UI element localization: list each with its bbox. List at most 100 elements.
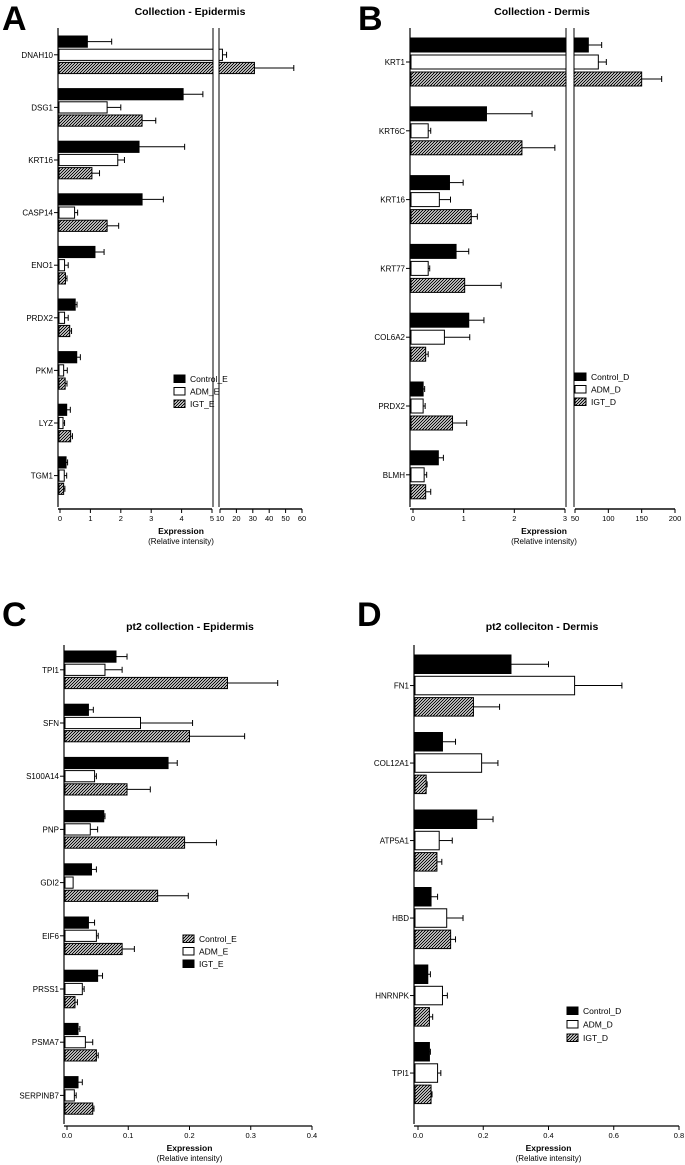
x-tick-label: 40 xyxy=(265,514,273,523)
bar-igt-e xyxy=(64,1022,79,1036)
x-tick-label: 0.4 xyxy=(543,1131,553,1140)
legend-label: IGT_D xyxy=(591,397,616,407)
legend-label: ADM_D xyxy=(583,1020,613,1030)
chart-title: pt2 colleciton - Dermis xyxy=(486,621,599,633)
category-label: PRSS1 xyxy=(33,985,60,994)
bar-control-d xyxy=(414,1042,430,1062)
x-tick-label: 2 xyxy=(512,514,516,523)
bar-adm-e xyxy=(58,153,119,167)
x-axis-label: Expression xyxy=(158,526,204,536)
bar-adm-e xyxy=(64,982,83,996)
bar-control-e xyxy=(64,996,76,1009)
bar-adm-e xyxy=(64,876,74,889)
bar-igt-e xyxy=(58,167,93,180)
bar-control-d xyxy=(410,175,450,191)
category-label: FN1 xyxy=(394,682,410,691)
bar-adm-d xyxy=(410,192,440,208)
legend-swatch xyxy=(182,947,195,956)
bar-adm-e xyxy=(64,929,97,942)
bar-adm-d xyxy=(414,830,440,851)
category-label: PRDX2 xyxy=(378,402,405,411)
bar-control-d xyxy=(410,243,457,259)
category-label: GDI2 xyxy=(40,879,59,888)
bar-adm-d xyxy=(410,398,424,414)
legend-label: Control_E xyxy=(199,934,237,944)
category-label: TPI1 xyxy=(392,1069,409,1078)
bar-control-e xyxy=(58,35,88,48)
bar-igt-e xyxy=(64,703,89,716)
bar-igt-e xyxy=(64,1076,79,1089)
bar-igt-d xyxy=(414,697,474,717)
legend-swatch xyxy=(173,387,186,396)
x-tick-label: 0.2 xyxy=(478,1131,488,1140)
x-tick-label: 0.8 xyxy=(674,1131,684,1140)
bar-control-e xyxy=(58,193,143,206)
category-label: ENO1 xyxy=(31,261,53,270)
chart-title: Collection - Epidermis xyxy=(135,6,246,18)
bar-adm-e xyxy=(64,770,96,783)
bar-control-e xyxy=(64,676,228,690)
legend-swatch xyxy=(182,959,195,968)
legend-swatch xyxy=(182,934,195,943)
category-label: KRT16 xyxy=(28,156,53,165)
bar-igt-d xyxy=(414,1007,430,1027)
bar-adm-e xyxy=(64,1089,75,1102)
x-tick-label: 30 xyxy=(249,514,257,523)
x-tick-label: 0.6 xyxy=(609,1131,619,1140)
bar-igt-d xyxy=(410,484,427,500)
bar-igt-d xyxy=(410,209,472,225)
bar-adm-d xyxy=(414,675,576,696)
bar-igt-e xyxy=(64,810,105,823)
bar-control-d xyxy=(414,887,432,907)
x-tick-label: 150 xyxy=(635,514,648,523)
legend-swatch xyxy=(566,1020,579,1029)
bar-control-e xyxy=(64,889,159,902)
bar-adm-d xyxy=(410,260,429,276)
bar-control-e xyxy=(58,88,184,101)
legend-label: ADM_E xyxy=(199,947,229,957)
category-label: SFN xyxy=(43,719,59,728)
bar-control-e xyxy=(58,245,96,259)
x-tick-label: 50 xyxy=(281,514,289,523)
panel-letter: C xyxy=(2,596,27,634)
x-axis-sublabel: (Relative intensity) xyxy=(157,1154,223,1163)
category-label: PRDX2 xyxy=(26,314,53,323)
legend-swatch xyxy=(566,1006,579,1015)
legend-swatch xyxy=(574,372,587,381)
bar-igt-d xyxy=(410,346,427,362)
category-label: COL6A2 xyxy=(374,333,405,342)
bar-igt-d xyxy=(414,852,438,872)
category-label: PKM xyxy=(36,366,54,375)
bar-igt-e xyxy=(58,482,65,495)
category-label: S100A14 xyxy=(26,772,59,781)
category-label: TGM1 xyxy=(31,472,54,481)
category-label: ATP5A1 xyxy=(380,837,410,846)
bar-igt-e xyxy=(58,219,108,232)
category-label: COL12A1 xyxy=(374,759,410,768)
bar-igt-e xyxy=(58,324,71,338)
x-tick-label: 60 xyxy=(298,514,306,523)
bar-control-d xyxy=(410,450,439,466)
category-label: PNP xyxy=(43,825,59,834)
x-tick-label: 10 xyxy=(216,514,224,523)
bar-control-e xyxy=(64,730,190,743)
category-label: DNAH10 xyxy=(21,51,53,60)
x-axis-label: Expression xyxy=(521,526,567,536)
bar-control-d xyxy=(410,106,487,122)
bar-control-e xyxy=(58,351,78,364)
legend-swatch xyxy=(173,374,186,383)
bar-control-d xyxy=(414,964,429,984)
panel-letter: B xyxy=(358,0,383,38)
axis-break xyxy=(213,28,219,515)
bar-adm-e xyxy=(58,48,223,61)
bar-igt-e xyxy=(64,650,117,663)
bar-igt-d xyxy=(414,774,427,795)
category-label: HBD xyxy=(392,914,409,923)
legend-label: Control_D xyxy=(583,1006,621,1016)
bar-adm-d xyxy=(414,1063,439,1083)
bar-control-e xyxy=(58,403,68,416)
bar-igt-e xyxy=(58,430,72,443)
bar-adm-e xyxy=(58,206,76,219)
